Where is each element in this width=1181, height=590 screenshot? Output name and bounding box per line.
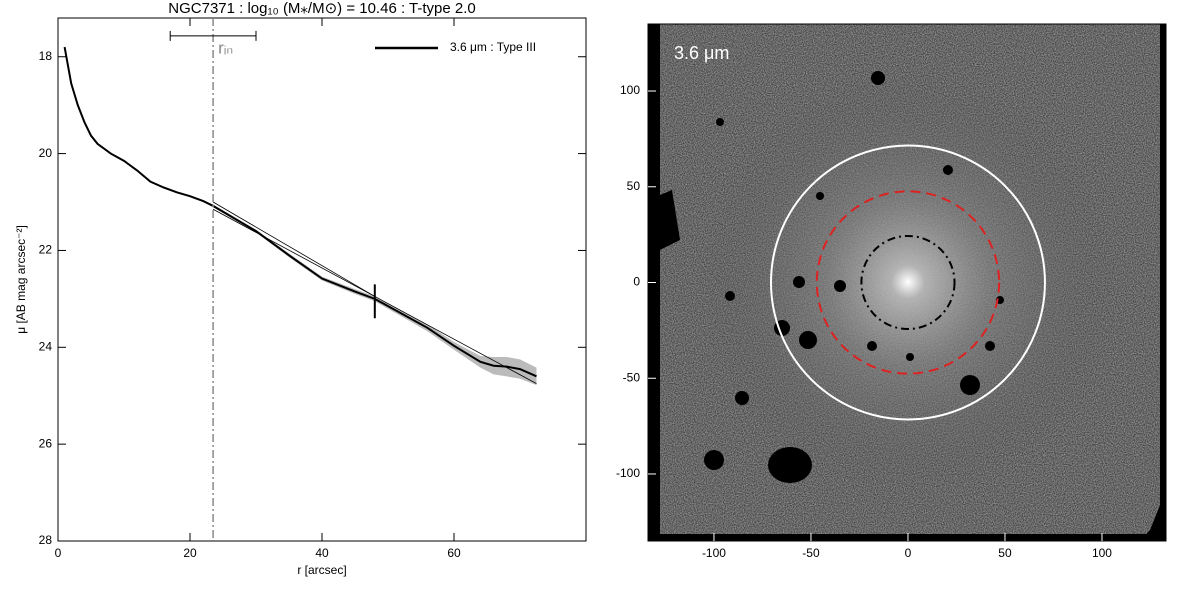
x-tick-label: -100 — [702, 546, 726, 560]
y-tick-label: 26 — [39, 436, 53, 450]
y-tick-label: 22 — [39, 243, 53, 257]
y-tick-label: 0 — [633, 275, 640, 289]
x-tick-label: 40 — [315, 546, 329, 560]
x-tick-label: -50 — [802, 546, 820, 560]
x-tick-label: 20 — [183, 546, 197, 560]
x-tick-label: 0 — [55, 546, 62, 560]
y-tick-label: 18 — [39, 49, 53, 63]
r-in-label: rᵢₙ — [218, 38, 233, 57]
aperture-circle — [860, 234, 956, 331]
galaxy-glow — [698, 72, 1118, 492]
fit-line — [212, 201, 376, 297]
aperture-circle — [770, 144, 1046, 421]
y-tick-label: 20 — [39, 146, 53, 160]
legend-label: 3.6 μm : Type III — [450, 40, 536, 54]
x-tick-label: 100 — [1092, 546, 1112, 560]
masks — [648, 71, 1166, 541]
y-tick-label: 100 — [620, 83, 640, 97]
chart-title: NGC7371 : log₁₀ (M⁎/M⊙) = 10.46 : T-type… — [168, 0, 475, 17]
x-tick-label: 50 — [998, 546, 1012, 560]
y-tick-label: -50 — [623, 370, 641, 384]
y-tick-label: -100 — [616, 466, 640, 480]
image-annotation: 3.6 μm — [674, 43, 729, 63]
x-tick-label: 60 — [447, 546, 461, 560]
y-tick-label: 50 — [627, 179, 641, 193]
y-tick-label: 24 — [39, 339, 53, 353]
error-band — [64, 46, 537, 386]
profile-line — [63, 46, 537, 378]
aperture-circle — [815, 190, 1001, 375]
y-axis-label: μ [AB mag arcsec⁻²] — [14, 225, 28, 334]
y-tick-label: 28 — [39, 533, 53, 547]
x-axis-label: r [arcsec] — [297, 563, 346, 577]
image-panel — [648, 24, 1166, 541]
x-tick-label: 0 — [905, 546, 912, 560]
